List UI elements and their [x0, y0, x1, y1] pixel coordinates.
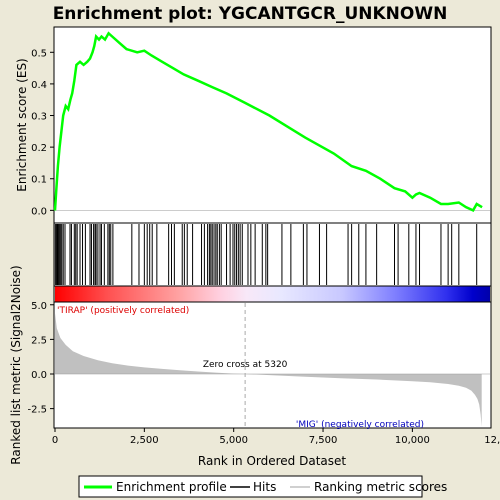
x-tick-label: 12,500 — [484, 435, 500, 446]
x-tick-label: 10,000 — [395, 435, 430, 446]
hits-panel — [53, 222, 492, 287]
metric-y-axis-label: Ranked list metric (Signal2Noise) — [9, 265, 23, 464]
zero-cross-label: Zero cross at 5320 — [203, 360, 288, 370]
chart-title: Enrichment plot: YGCANTGCR_UNKNOWN — [53, 4, 448, 24]
metric-plot-area — [53, 301, 492, 429]
x-tick-label: 5,000 — [219, 435, 248, 446]
legend-item-enrichment: Enrichment profile — [116, 480, 227, 494]
metric-y-axis: 5.0 2.5 0.0 -2.5 — [27, 301, 54, 416]
es-y-axis: 0.0 0.1 0.2 0.3 0.4 0.5 — [31, 48, 54, 217]
x-tick-label: 2,500 — [130, 435, 159, 446]
x-tick-label: 0 — [52, 435, 58, 446]
legend-item-hits: Hits — [253, 480, 276, 494]
hits-marks — [54, 224, 478, 285]
legend — [78, 475, 423, 498]
metric-y-tick-label: 0.0 — [31, 370, 47, 381]
negative-correlation-label: 'MIG' (negatively correlated) — [296, 420, 424, 430]
ranking-metric-area — [55, 313, 482, 427]
positive-correlation-label: 'TIRAP' (positively correlated) — [57, 306, 189, 316]
es-y-tick-label: 0.2 — [31, 143, 47, 154]
rank-x-axis: 0 2,500 5,000 7,500 10,000 12,500 — [52, 428, 500, 446]
es-y-tick-label: 0.1 — [31, 175, 47, 186]
x-axis-label: Rank in Ordered Dataset — [198, 454, 346, 468]
legend-item-ranking: Ranking metric scores — [314, 480, 447, 494]
es-plot-area — [53, 26, 492, 224]
es-y-tick-label: 0.4 — [31, 80, 47, 91]
rank-color-bar — [55, 286, 490, 302]
es-y-axis-label: Enrichment score (ES) — [15, 58, 29, 191]
metric-y-tick-label: 2.5 — [31, 335, 47, 346]
x-tick-label: 7,500 — [309, 435, 338, 446]
metric-y-tick-label: 5.0 — [31, 301, 47, 312]
es-y-tick-label: 0.0 — [31, 206, 47, 217]
enrichment-profile-line — [53, 31, 483, 213]
es-y-tick-label: 0.3 — [31, 112, 47, 123]
metric-y-tick-label: -2.5 — [27, 405, 47, 416]
es-y-tick-label: 0.5 — [31, 48, 47, 59]
